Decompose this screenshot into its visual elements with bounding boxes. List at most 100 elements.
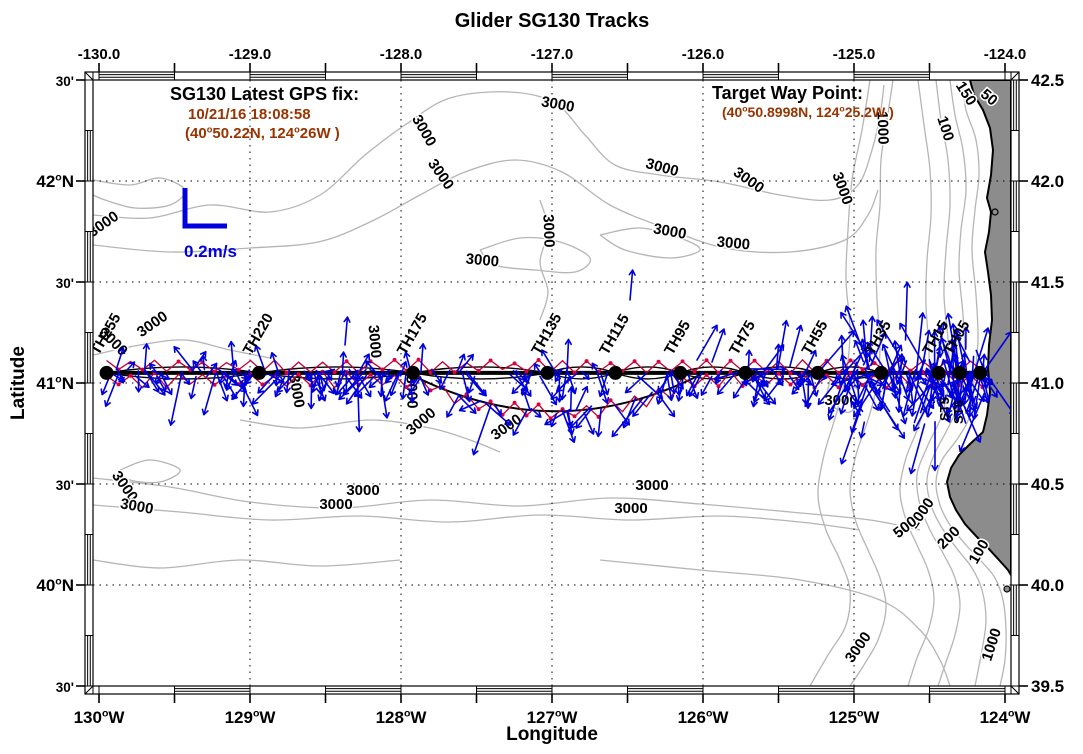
contour-depth-label: 3000 xyxy=(730,164,767,197)
contour-depth-label: 3000 xyxy=(134,308,171,341)
fancy-border xyxy=(84,71,1020,695)
y-tick-label-right: 42.5 xyxy=(1031,71,1064,90)
y-tick-label-right: 41.0 xyxy=(1031,374,1064,393)
waypoint-dot xyxy=(673,365,688,380)
x-tick-label-top: -125.0 xyxy=(833,46,876,63)
waypoint-label: TH55 xyxy=(799,318,832,358)
coastline xyxy=(945,80,1011,577)
contour-depth-label: 3000 xyxy=(365,324,385,359)
gps-fix-timestamp: 10/21/16 18:08:58 xyxy=(188,106,311,123)
y-tick-label-left: 42oN xyxy=(36,172,74,191)
station-label: ST5 xyxy=(937,397,952,421)
waypoint-dot xyxy=(99,365,114,380)
contour-depth-label: 3000 xyxy=(319,496,352,513)
contour-depth-label: 100 xyxy=(933,114,957,143)
land-mass xyxy=(945,80,1011,593)
contour-depth-label: 3000 xyxy=(644,155,681,180)
x-tick-label-bottom: 129oW xyxy=(225,708,277,727)
contour-depth-label: 3000 xyxy=(540,93,576,116)
contour-depth-label: 3000 xyxy=(488,411,525,444)
waypoint-dot xyxy=(973,365,987,380)
waypoint-dot xyxy=(608,365,623,380)
y-tick-label-right: 40.5 xyxy=(1031,475,1064,494)
waypoint-label: TH220 xyxy=(240,310,277,357)
gps-fix-header: SG130 Latest GPS fix: xyxy=(170,84,359,104)
waypoint-label: TH75 xyxy=(726,318,759,358)
y-tick-label-left: 40oN xyxy=(36,576,74,595)
y-tick-label-left: 41oN xyxy=(36,374,74,393)
contour-depth-label: 3000 xyxy=(403,404,439,438)
axis-ticks xyxy=(76,63,1028,703)
contour-depth-label: 200 xyxy=(934,523,964,553)
islet xyxy=(991,208,999,216)
contour-depth-label: 1000 xyxy=(978,626,1004,663)
x-tick-label-bottom: 127oW xyxy=(527,708,579,727)
waypoint-dot xyxy=(738,365,753,380)
waypoint-markers xyxy=(99,365,987,380)
x-tick-label-bottom: 126oW xyxy=(678,708,730,727)
waypoint-dot xyxy=(540,365,555,380)
x-tick-label-top: -128.0 xyxy=(380,46,423,63)
contour-depth-label: 3000 xyxy=(652,220,688,243)
annotation-overlay: SG130 Latest GPS fix: 10/21/16 18:08:58 … xyxy=(170,83,894,261)
y-tick-label-left: 30' xyxy=(56,680,74,695)
contour-depth-label: 3000 xyxy=(424,156,457,193)
bathymetry-contours xyxy=(93,80,1007,686)
x-tick-label-bottom: 128oW xyxy=(376,708,428,727)
contour-depth-label: 3000 xyxy=(635,477,668,494)
x-tick-label-top: -127.0 xyxy=(531,46,574,63)
contour-depth-label: 3000 xyxy=(614,500,647,517)
station-labels: ST5 ST5 xyxy=(937,397,966,424)
x-axis-title: Longitude xyxy=(506,724,598,745)
waypoint-dot xyxy=(931,365,946,380)
waypoint-dot xyxy=(952,365,967,380)
waypoint-label: TH135 xyxy=(528,310,565,357)
target-waypoint-header: Target Way Point: xyxy=(712,83,863,103)
x-tick-label-bottom: 130oW xyxy=(74,708,126,727)
y-tick-label-right: 42.0 xyxy=(1031,172,1064,191)
waypoint-label: TH175 xyxy=(394,310,431,357)
contour-depth-label: 3000 xyxy=(346,482,379,499)
y-tick-label-left: 30' xyxy=(56,276,74,291)
current-vectors xyxy=(100,269,1011,475)
velocity-scale-label: 0.2m/s xyxy=(184,242,237,261)
waypoint-dot xyxy=(874,365,889,380)
x-tick-label-top: -130.0 xyxy=(78,46,121,63)
velocity-scale-arrow xyxy=(182,188,227,229)
y-tick-label-left: 30' xyxy=(56,478,74,493)
page-title: Glider SG130 Tracks xyxy=(455,10,650,32)
waypoint-dot xyxy=(810,365,825,380)
y-axis-title: Latitude xyxy=(8,346,29,420)
y-tick-label-right: 41.5 xyxy=(1031,273,1064,292)
waypoint-label: TH35 xyxy=(862,318,895,358)
x-tick-label-top: -126.0 xyxy=(682,46,725,63)
waypoint-dot xyxy=(406,365,421,380)
contour-depth-label: 3000 xyxy=(716,234,751,254)
contour-depth-label: 3000 xyxy=(465,251,500,271)
contour-depth-label: 3000 xyxy=(539,214,557,248)
waypoint-label: TH95 xyxy=(661,318,694,358)
waypoint-label: TH115 xyxy=(596,311,633,358)
waypoint-dot xyxy=(252,365,267,380)
y-tick-label-left: 30' xyxy=(56,74,74,89)
y-tick-label-right: 39.5 xyxy=(1031,677,1064,696)
x-tick-label-bottom: 124oW xyxy=(980,708,1032,727)
contour-depth-label: 3000 xyxy=(119,495,155,518)
contour-depth-label: 3000 xyxy=(408,112,439,149)
y-tick-label-right: 40.0 xyxy=(1031,576,1064,595)
x-tick-label-top: -129.0 xyxy=(229,46,272,63)
target-waypoint-coords: (40o50.8998N, 124o25.2W ) xyxy=(722,104,894,120)
axis-tick-labels: -130.0 -129.0 -128.0 -127.0 -126.0 -125.0 -124… xyxy=(36,46,1064,727)
station-label: ST5 xyxy=(951,400,966,424)
contour-depth-label: 3000 xyxy=(829,170,856,207)
gps-fix-coords: (40o50.22N, 124o26W ) xyxy=(185,124,340,142)
x-tick-label-bottom: 125oW xyxy=(829,708,881,727)
figure-titles: Glider SG130 Tracks Longitude Latitude xyxy=(8,10,649,745)
x-tick-label-top: -124.0 xyxy=(984,46,1027,63)
contour-depth-label: 3000 xyxy=(824,392,857,409)
contour-depth-label: 3000 xyxy=(842,629,875,666)
map-frame: -130.0 -129.0 -128.0 -127.0 -126.0 -125.0 -124… xyxy=(36,46,1064,727)
